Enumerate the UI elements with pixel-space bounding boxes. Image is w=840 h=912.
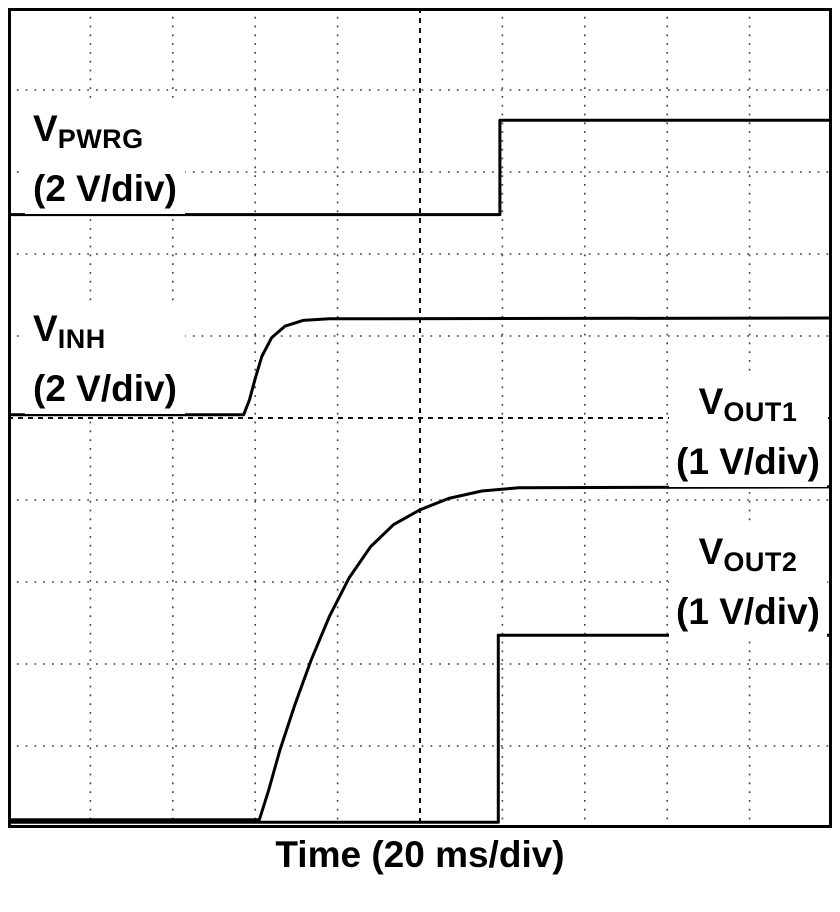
trace-symbol: V xyxy=(698,531,724,572)
trace-subscript: INH xyxy=(57,324,106,354)
trace-label-v-inh: VINH (2 V/div) xyxy=(25,304,185,414)
trace-subscript: PWRG xyxy=(57,124,144,154)
trace-scale-v-out2: (1 V/div) xyxy=(676,591,820,632)
trace-subscript: OUT1 xyxy=(723,397,798,427)
trace-label-v-out2: VOUT2 (1 V/div) xyxy=(669,527,827,637)
trace-symbol: V xyxy=(698,381,724,422)
trace-name-v-inh: VINH xyxy=(33,304,177,364)
trace-name-v-out2: VOUT2 xyxy=(669,527,827,587)
x-axis-label: Time (20 ms/div) xyxy=(275,834,565,875)
trace-subscript: OUT2 xyxy=(723,547,798,577)
trace-v-inh xyxy=(8,316,832,417)
trace-scale-v-inh: (2 V/div) xyxy=(33,368,177,409)
trace-scale-v-out1: (1 V/div) xyxy=(676,441,820,482)
trace-name-v-pwrg: VPWRG xyxy=(33,104,177,164)
trace-v-out1 xyxy=(8,485,832,822)
trace-symbol: V xyxy=(33,108,58,149)
trace-v-out2 xyxy=(8,633,832,824)
plot-area: VPWRG (2 V/div) VINH (2 V/div) VOUT1 (1 … xyxy=(8,8,832,828)
trace-name-v-out1: VOUT1 xyxy=(669,377,827,437)
trace-symbol: V xyxy=(33,308,58,349)
trace-label-v-pwrg: VPWRG (2 V/div) xyxy=(25,104,185,214)
trace-scale-v-pwrg: (2 V/div) xyxy=(33,168,177,209)
trace-label-v-out1: VOUT1 (1 V/div) xyxy=(669,377,827,487)
trace-v-pwrg xyxy=(8,118,832,217)
plot-border xyxy=(8,8,832,828)
